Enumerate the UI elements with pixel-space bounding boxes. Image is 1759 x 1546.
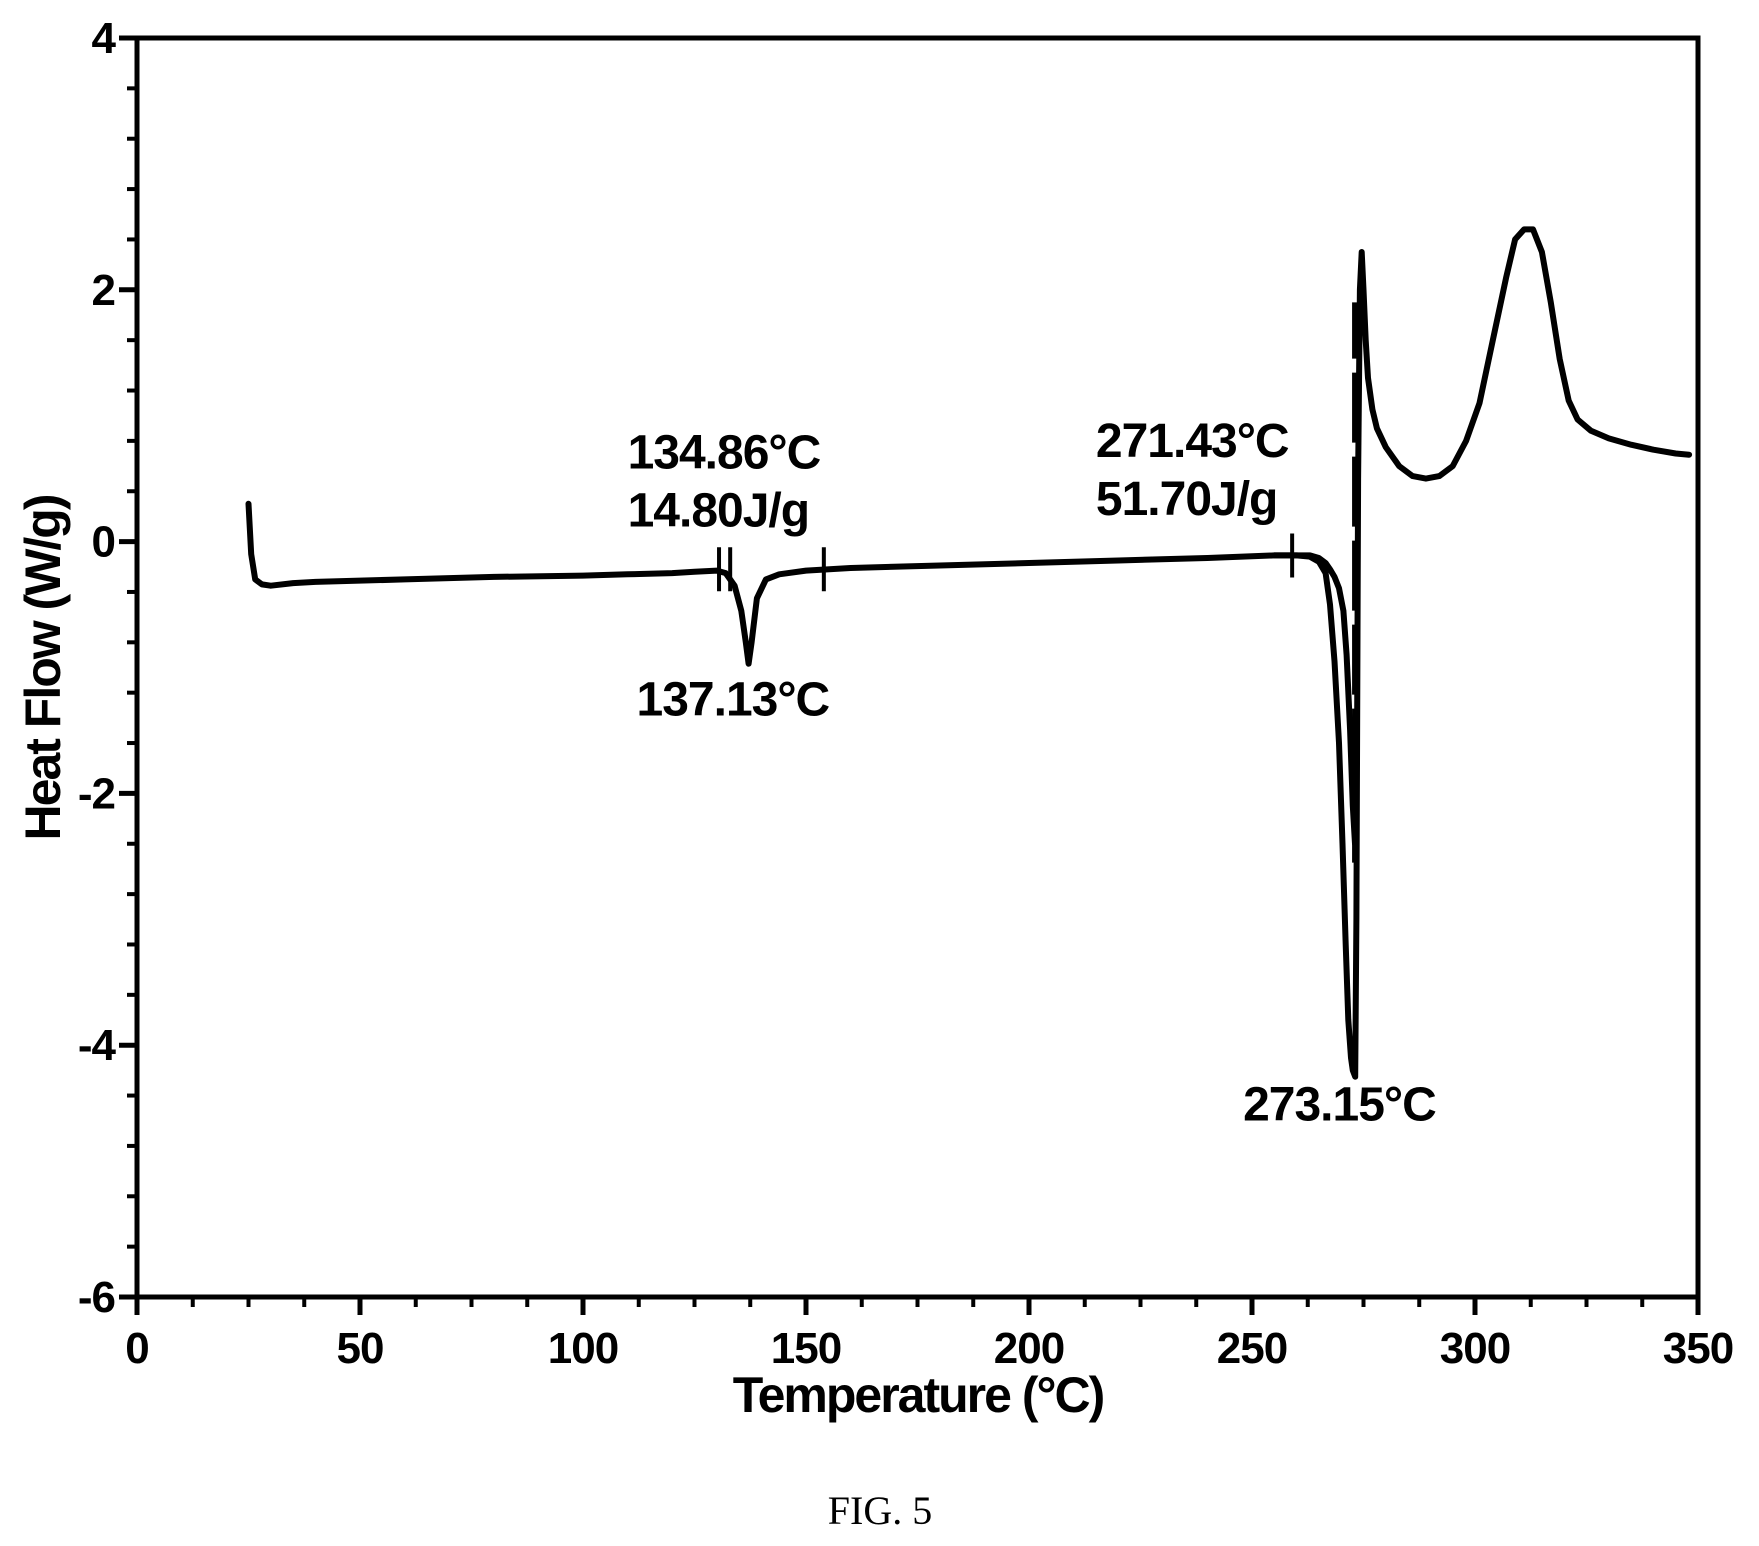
peak-annotation: 271.43°C: [1096, 415, 1289, 468]
y-tick-label: 4: [92, 14, 117, 63]
y-tick-label: -2: [78, 769, 115, 818]
series-layer: [245, 226, 1693, 1080]
annotations: 134.86°C14.80J/g 137.13°C 271.43°C51.70J/g…: [628, 415, 1437, 1132]
baseline-curve: [1271, 552, 1358, 847]
plot-border: [134, 35, 1701, 1300]
x-tick-label: 100: [548, 1324, 618, 1373]
peak-annotation: 137.13°C: [637, 673, 830, 726]
y-axis-title: Heat Flow (W/g): [15, 495, 71, 840]
figure-caption: FIG. 5: [828, 1488, 932, 1533]
plot-frame: [134, 35, 1701, 1300]
heat-flow-curve: [245, 226, 1693, 1080]
y-tick-label: 2: [92, 266, 115, 315]
x-tick-label: 200: [994, 1324, 1064, 1373]
x-tick-label: 0: [125, 1324, 148, 1373]
peak-annotation: 273.15°C: [1243, 1079, 1436, 1132]
x-tick-label: 150: [771, 1324, 841, 1373]
x-tick-label: 300: [1440, 1324, 1510, 1373]
integration-markers: [717, 533, 1295, 592]
x-tick-label: 350: [1663, 1324, 1733, 1373]
peak-annotation: 14.80J/g: [628, 485, 809, 538]
y-tick-label: -4: [78, 1021, 117, 1070]
peak-annotation: 51.70J/g: [1096, 473, 1277, 526]
axis-ticks: 0 50 100 150 200 250 300 350 -6 -4 -2 0 2 4: [78, 14, 1734, 1373]
y-tick-label: 0: [92, 518, 115, 567]
x-tick-label: 250: [1217, 1324, 1287, 1373]
x-tick-label: 50: [337, 1324, 384, 1373]
x-axis-title: Temperature (°C): [733, 1367, 1104, 1423]
peak-annotation: 134.86°C: [628, 427, 821, 480]
y-tick-label: -6: [78, 1273, 115, 1322]
